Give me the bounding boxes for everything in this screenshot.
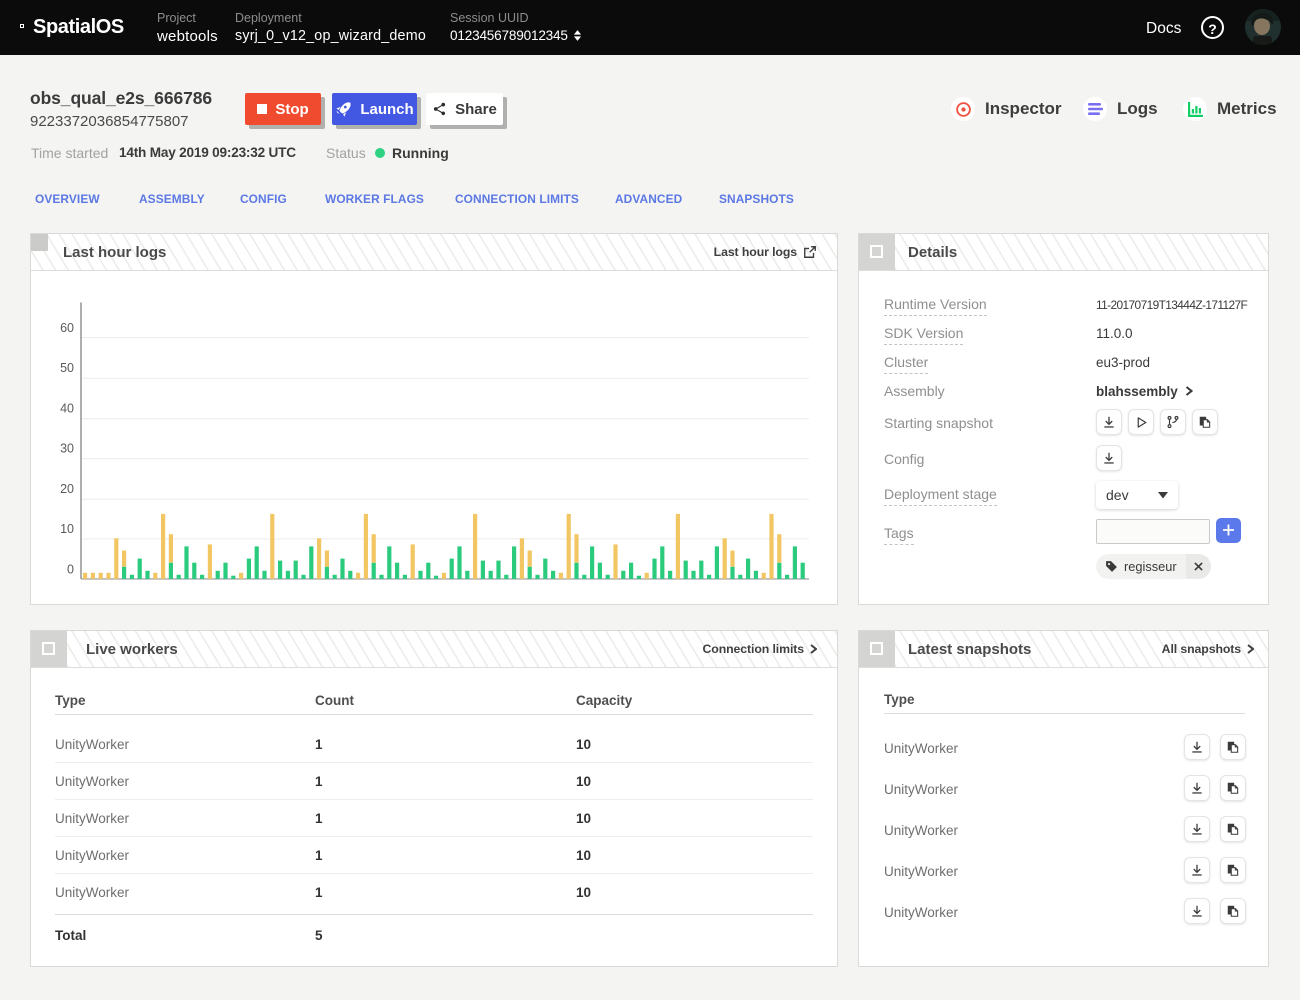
svg-text:20: 20 <box>60 482 74 496</box>
svg-text:30: 30 <box>60 442 74 456</box>
svg-text:0: 0 <box>67 563 74 577</box>
svg-text:50: 50 <box>60 361 74 375</box>
svg-text:60: 60 <box>60 321 74 335</box>
svg-text:40: 40 <box>60 402 74 416</box>
svg-text:10: 10 <box>60 522 74 536</box>
